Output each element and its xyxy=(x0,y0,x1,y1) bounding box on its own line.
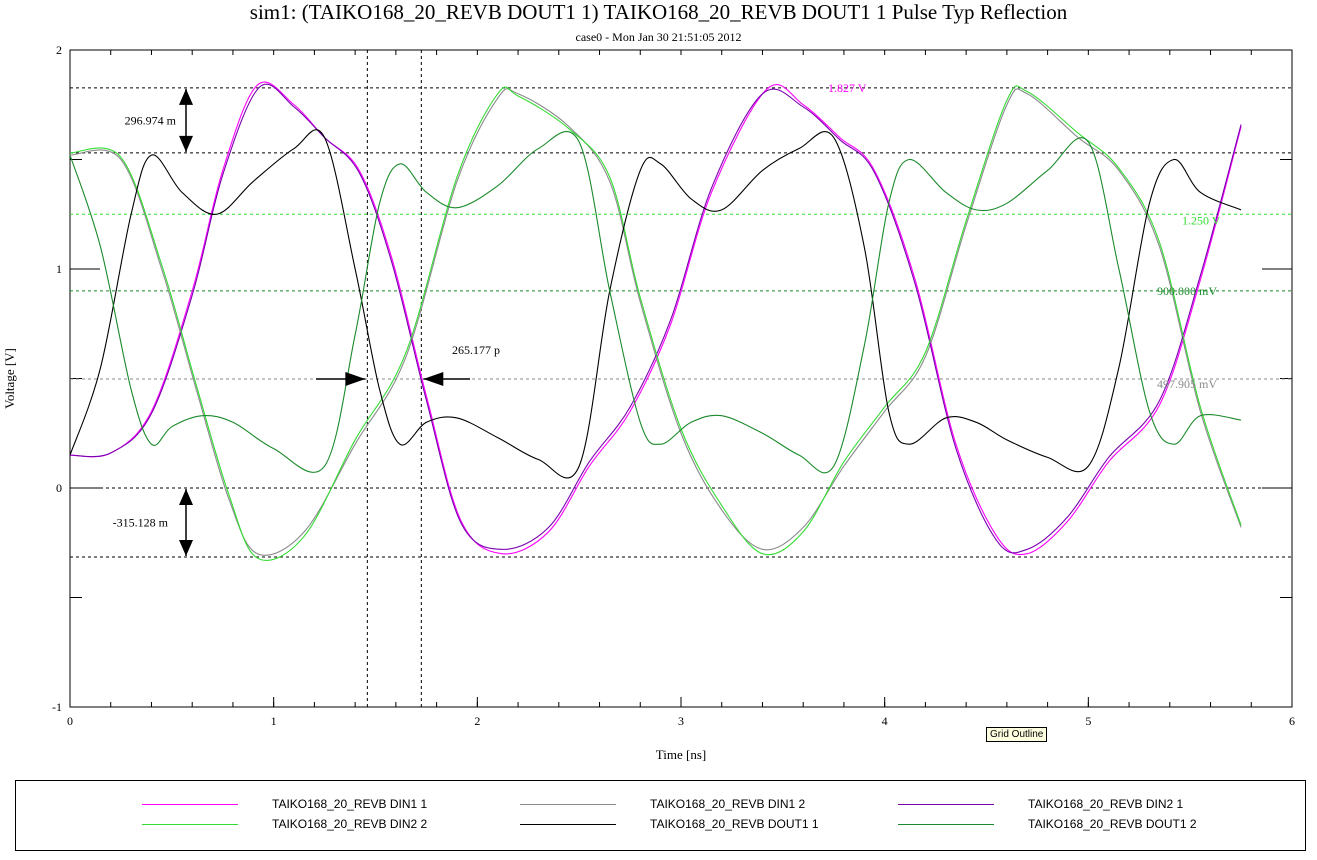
grid-outline-tooltip: Grid Outline xyxy=(986,727,1048,742)
measure-arrow-head xyxy=(179,135,193,152)
y-tick-label: 0 xyxy=(56,481,62,495)
legend: TAIKO168_20_REVB DIN1 1 TAIKO168_20_REVB… xyxy=(15,780,1306,851)
x-tick-label: 0 xyxy=(67,714,73,728)
chart-subtitle: case0 - Mon Jan 30 21:51:05 2012 xyxy=(575,30,742,44)
legend-swatch xyxy=(142,824,238,825)
measure-arrow-head xyxy=(423,372,444,386)
series-line-6 xyxy=(69,130,1242,474)
legend-swatch xyxy=(898,804,994,805)
legend-label: TAIKO168_20_REVB DOUT1 1 xyxy=(650,817,819,831)
x-tick-label: 1 xyxy=(271,714,277,728)
legend-label: TAIKO168_20_REVB DOUT1 2 xyxy=(1028,817,1197,831)
measure-arrow-head xyxy=(179,539,193,556)
measure-arrow-head xyxy=(179,88,193,105)
legend-swatch xyxy=(898,824,994,825)
x-tick-label: 6 xyxy=(1289,714,1295,728)
series-line-1 xyxy=(69,81,1242,556)
y-tick-label: 2 xyxy=(56,43,62,57)
reference-line-label: 1.250 V xyxy=(1182,213,1221,227)
y-tick-label: -1 xyxy=(52,700,62,714)
waveform-plot[interactable]: 0 1 2 3 4 5 6 -1 0 1 2 Time [ns] Voltage [V] 1.827 V 1… xyxy=(0,0,1317,780)
legend-swatch xyxy=(520,824,616,825)
series-line-5 xyxy=(69,129,1242,479)
x-tick-label: 2 xyxy=(474,714,480,728)
reference-line-label: 1.827 V xyxy=(828,81,867,95)
x-tick-label: 4 xyxy=(882,714,888,728)
series-line-3 xyxy=(69,83,1242,554)
x-tick-label: 5 xyxy=(1085,714,1091,728)
legend-label: TAIKO168_20_REVB DIN1 1 xyxy=(272,797,428,811)
measure-label: 296.974 m xyxy=(125,113,177,127)
measure-arrow-head xyxy=(345,372,366,386)
reference-line-label: 900.000 mV xyxy=(1157,284,1217,298)
x-axis-label: Time [ns] xyxy=(656,747,706,762)
reference-line-label: 497.905 mV xyxy=(1157,377,1217,391)
y-axis-label: Voltage [V] xyxy=(2,348,17,409)
legend-label: TAIKO168_20_REVB DIN1 2 xyxy=(650,797,806,811)
chart-title: sim1: (TAIKO168_20_REVB DOUT1 1) TAIKO16… xyxy=(249,0,1068,24)
legend-swatch xyxy=(142,804,238,805)
series-line-4 xyxy=(69,85,1242,561)
legend-label: TAIKO168_20_REVB DIN2 2 xyxy=(272,817,428,831)
measure-label: -315.128 m xyxy=(113,515,169,529)
measure-label: 265.177 p xyxy=(452,343,500,357)
series-line-2 xyxy=(69,88,1242,556)
measure-arrow-head xyxy=(179,489,193,505)
legend-swatch xyxy=(520,804,616,805)
y-tick-label: 1 xyxy=(56,262,62,276)
x-tick-label: 3 xyxy=(678,714,684,728)
legend-label: TAIKO168_20_REVB DIN2 1 xyxy=(1028,797,1184,811)
